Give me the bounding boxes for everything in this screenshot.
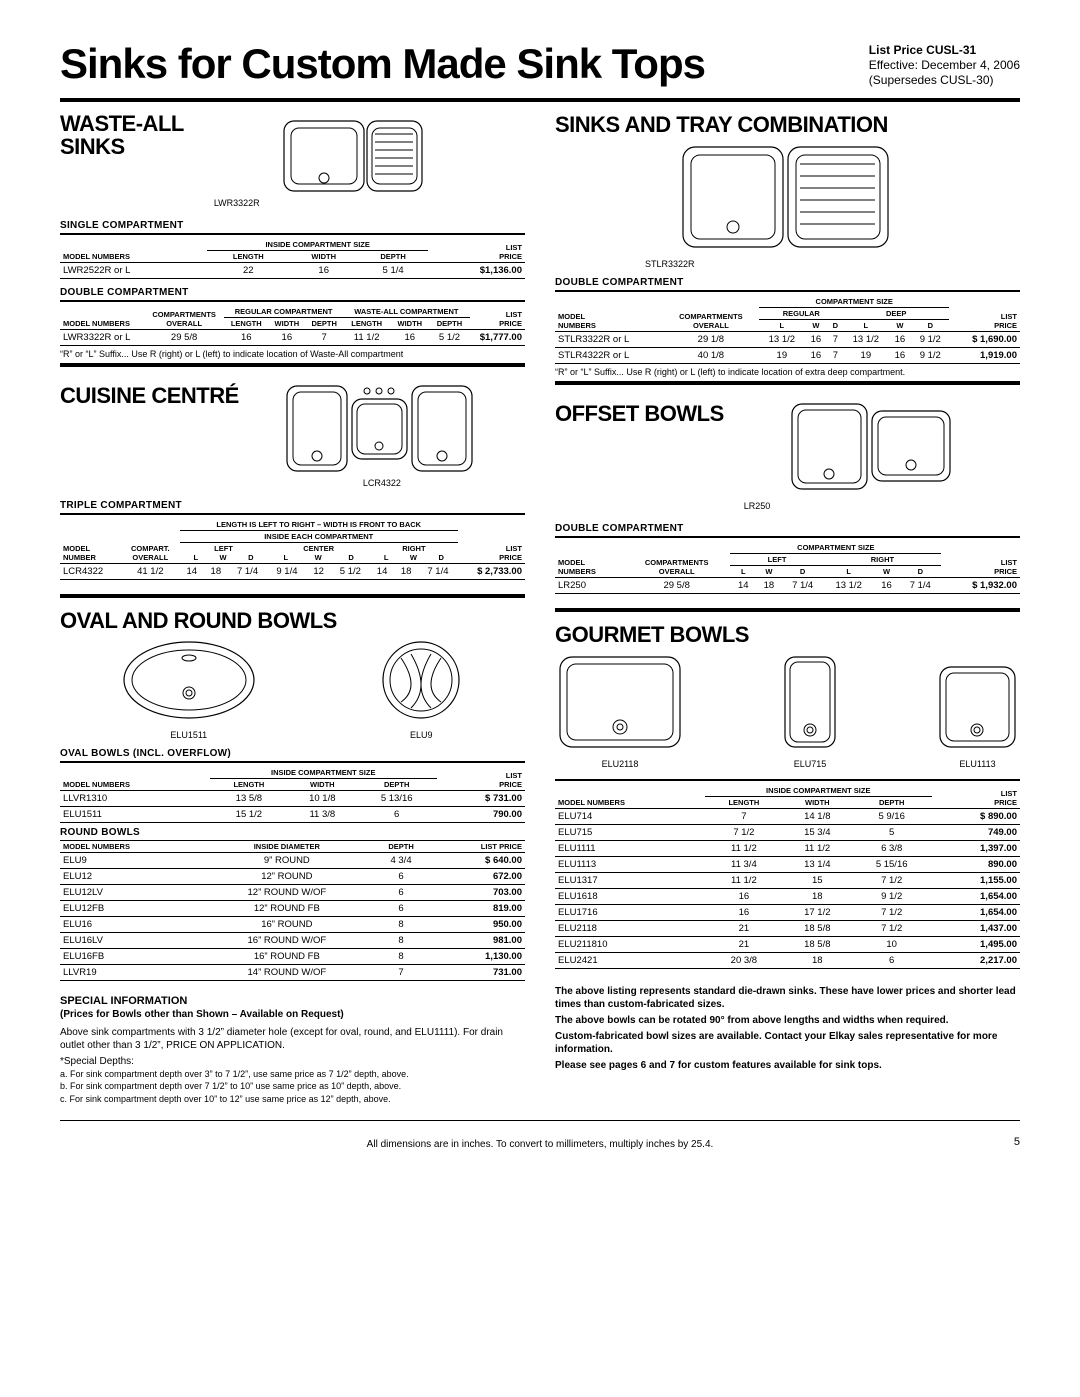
table-row: ELU12LV12” ROUND W/OF6703.00 xyxy=(60,885,525,901)
special-depth-a: a. For sink compartment depth over 3” to… xyxy=(60,1069,525,1080)
offset-double-heading: DOUBLE COMPARTMENT xyxy=(555,523,1020,534)
gourmet-illustrations: ELU2118 ELU715 ELU1113 xyxy=(555,652,1020,769)
oval-caption-1: ELU1511 xyxy=(119,730,259,740)
note-1: The above listing represents standard di… xyxy=(555,985,1020,1011)
offset-caption: LR250 xyxy=(724,501,1020,511)
gourmet-title: GOURMET BOWLS xyxy=(555,622,1020,648)
special-depth-b: b. For sink compartment depth over 7 1/2… xyxy=(60,1081,525,1092)
oval-round-illustrations: ELU1511 ELU9 xyxy=(60,638,525,740)
table-row: ELU242120 3/81862,217.00 xyxy=(555,953,1020,969)
page-title: Sinks for Custom Made Sink Tops xyxy=(60,40,705,88)
table-row: STLR3322R or L29 1/813 1/216713 1/2169 1… xyxy=(555,332,1020,348)
cuisine-caption: LCR4322 xyxy=(239,478,525,488)
sinks-tray-double-heading: DOUBLE COMPARTMENT xyxy=(555,277,1020,288)
table-row: LWR2522R or L 22 16 5 1/4 $1,136.00 xyxy=(60,263,525,279)
table-row: LR250 29 5/8 14 18 7 1/4 13 1/2 16 7 1/4… xyxy=(555,578,1020,594)
oval-round-title: OVAL AND ROUND BOWLS xyxy=(60,608,525,634)
table-row: ELU16LV16” ROUND W/OF8981.00 xyxy=(60,933,525,949)
special-depth-c: c. For sink compartment depth over 10” t… xyxy=(60,1094,525,1105)
table-row: ELU151115 1/211 3/86790.00 xyxy=(60,807,525,823)
special-body-1: Above sink compartments with 3 1/2” diam… xyxy=(60,1026,525,1052)
table-row: LLVR1914” ROUND W/OF7731.00 xyxy=(60,965,525,981)
waste-all-suffix-note: “R” or “L” Suffix... Use R (right) or L … xyxy=(60,349,525,359)
table-row: ELU7157 1/215 3/45749.00 xyxy=(555,825,1020,841)
note-3: Custom-fabricated bowl sizes are availab… xyxy=(555,1030,1020,1056)
oval-bowls-heading: OVAL BOWLS (INCL. OVERFLOW) xyxy=(60,748,525,759)
effective-date: Effective: December 4, 2006 xyxy=(869,58,1020,73)
waste-all-caption: LWR3322R xyxy=(184,198,525,208)
oval-caption-2: ELU9 xyxy=(376,730,466,740)
special-info-heading: SPECIAL INFORMATION xyxy=(60,995,525,1007)
header-rule xyxy=(60,98,1020,102)
note-2: The above bowls can be rotated 90° from … xyxy=(555,1014,1020,1027)
offset-title: OFFSET BOWLS xyxy=(555,401,724,427)
round-bowls-table: MODEL NUMBERS INSIDE DIAMETER DEPTH LIST… xyxy=(60,841,525,981)
single-comp-table: MODEL NUMBERS INSIDE COMPARTMENT SIZE LI… xyxy=(60,239,525,279)
table-row: ELU111111 1/211 1/26 3/81,397.00 xyxy=(555,841,1020,857)
oval-bowls-table: MODEL NUMBERS INSIDE COMPARTMENT SIZE LI… xyxy=(60,767,525,823)
table-row: ELU111311 3/413 1/45 15/16890.00 xyxy=(555,857,1020,873)
table-row: ELU714714 1/85 9/16$ 890.00 xyxy=(555,809,1020,825)
waste-all-title-text: WASTE-ALLSINKS xyxy=(60,111,184,159)
cuisine-illustration: LCR4322 xyxy=(239,381,525,488)
cuisine-title: CUISINE CENTRÉ xyxy=(60,383,239,409)
table-row: STLR4322R or L40 1/81916719169 1/21,919.… xyxy=(555,348,1020,364)
double-comp-heading: DOUBLE COMPARTMENT xyxy=(60,287,525,298)
offset-table: MODELNUMBERS COMPARTMENTSOVERALL COMPART… xyxy=(555,542,1020,594)
main-columns: WASTE-ALLSINKS LWR3322R xyxy=(60,112,1020,1106)
left-column: WASTE-ALLSINKS LWR3322R xyxy=(60,112,525,1106)
offset-illustration: LR250 xyxy=(724,399,1020,511)
table-row: ELU2118102118 5/8101,495.00 xyxy=(555,937,1020,953)
waste-all-double-table: MODEL NUMBERS COMPARTMENTSOVERALL REGULA… xyxy=(60,306,525,346)
gourmet-caption-2: ELU715 xyxy=(780,759,840,769)
special-depths-head: *Special Depths: xyxy=(60,1055,525,1068)
note-4: Please see pages 6 and 7 for custom feat… xyxy=(555,1059,1020,1072)
table-row: ELU16FB16” ROUND FB81,130.00 xyxy=(60,949,525,965)
list-price-code: List Price CUSL-31 xyxy=(869,43,1020,58)
single-comp-heading: SINGLE COMPARTMENT xyxy=(60,220,525,231)
gourmet-table: MODEL NUMBERS INSIDE COMPARTMENT SIZE LI… xyxy=(555,785,1020,969)
table-row: ELU131711 1/2157 1/21,155.00 xyxy=(555,873,1020,889)
table-row: ELU21182118 5/87 1/21,437.00 xyxy=(555,921,1020,937)
waste-all-title: WASTE-ALLSINKS xyxy=(60,112,184,158)
table-row: ELU1212” ROUND6672.00 xyxy=(60,869,525,885)
page-header: Sinks for Custom Made Sink Tops List Pri… xyxy=(60,40,1020,94)
right-notes: The above listing represents standard di… xyxy=(555,985,1020,1072)
waste-all-illustration: LWR3322R xyxy=(184,116,525,208)
table-row: LLVR131013 5/810 1/85 13/16$ 731.00 xyxy=(60,791,525,807)
sinks-tray-illustration: STLR3322R xyxy=(555,142,1020,269)
table-row: ELU17161617 1/27 1/21,654.00 xyxy=(555,905,1020,921)
sinks-tray-caption: STLR3322R xyxy=(555,259,1020,269)
round-bowls-heading: ROUND BOWLS xyxy=(60,827,525,838)
table-row: ELU99” ROUND4 3/4$ 640.00 xyxy=(60,853,525,869)
gourmet-caption-1: ELU2118 xyxy=(555,759,685,769)
sinks-tray-table: MODELNUMBERS COMPARTMENTSOVERALL COMPART… xyxy=(555,296,1020,364)
col-list-price: LISTPRICE xyxy=(428,239,525,263)
table-row: LWR3322R or L 29 5/8 16 16 7 11 1/2 16 5… xyxy=(60,330,525,346)
gourmet-caption-3: ELU1113 xyxy=(935,759,1020,769)
table-row: ELU161816189 1/21,654.00 xyxy=(555,889,1020,905)
sinks-tray-suffix-note: “R” or “L” Suffix... Use R (right) or L … xyxy=(555,367,1020,377)
table-row: ELU12FB12” ROUND FB6819.00 xyxy=(60,901,525,917)
sinks-tray-title: SINKS AND TRAY COMBINATION xyxy=(555,112,1020,138)
table-row: LCR4322 41 1/2 14 18 7 1/4 9 1/4 12 5 1/… xyxy=(60,564,525,580)
price-meta: List Price CUSL-31 Effective: December 4… xyxy=(869,43,1020,94)
cuisine-triple-table: MODELNUMBER COMPART.OVERALL LENGTH IS LE… xyxy=(60,519,525,580)
special-info-sub: (Prices for Bowls other than Shown – Ava… xyxy=(60,1009,525,1020)
supersedes: (Supersedes CUSL-30) xyxy=(869,73,1020,88)
table-row: ELU1616” ROUND8950.00 xyxy=(60,917,525,933)
right-column: SINKS AND TRAY COMBINATION STLR3322R DOU… xyxy=(555,112,1020,1106)
triple-comp-heading: TRIPLE COMPARTMENT xyxy=(60,500,525,511)
